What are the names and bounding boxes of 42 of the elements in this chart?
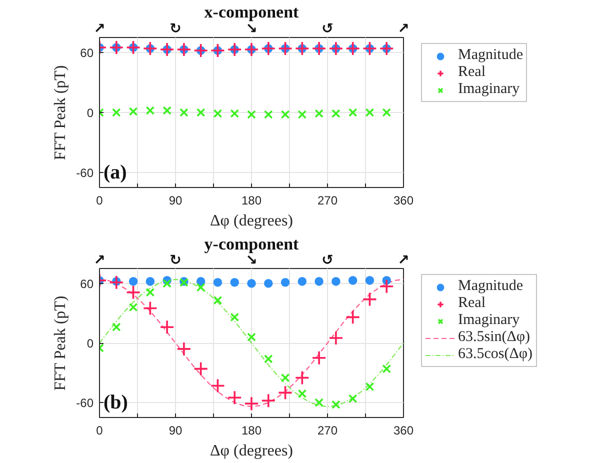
legend-label: Magnitude xyxy=(458,278,523,295)
text: ↗ xyxy=(94,21,106,37)
text: ↗ xyxy=(398,21,410,37)
legend-label: 63.5cos(Δφ) xyxy=(458,346,533,363)
annotation: (b) xyxy=(104,392,128,414)
x-axis-title: Δφ (degrees) xyxy=(210,442,294,460)
x-tick-label: 270 xyxy=(317,194,338,208)
text: ↗ xyxy=(398,252,410,268)
x-tick-label: 180 xyxy=(241,424,262,438)
x-tick-label: 0 xyxy=(96,424,104,438)
y-axis-title: FFT Peak (pT) xyxy=(52,296,70,391)
text: ↘ xyxy=(246,252,258,268)
x-axis-title: Δφ (degrees) xyxy=(210,212,294,230)
legend-label: Imaginary xyxy=(458,312,520,329)
text: ↺ xyxy=(322,252,334,268)
x-tick-label: 0 xyxy=(96,194,104,208)
y-tick-label: -60 xyxy=(76,396,94,410)
x-tick-label: 90 xyxy=(168,424,182,438)
x-tick-label: 270 xyxy=(317,424,338,438)
y-tick-label: 60 xyxy=(80,46,94,60)
legend-label: Imaginary xyxy=(458,81,520,98)
annotation: (a) xyxy=(104,162,127,184)
text: ↻ xyxy=(170,252,182,268)
y-tick-label: 0 xyxy=(86,106,94,120)
x-tick-label: 360 xyxy=(393,194,414,208)
x-tick-label: 180 xyxy=(241,194,262,208)
y-axis-title: FFT Peak (pT) xyxy=(52,65,70,160)
legend-label: Magnitude xyxy=(458,47,523,64)
chart-title: x-component xyxy=(204,2,300,22)
text: ↻ xyxy=(170,21,182,37)
y-tick-label: 0 xyxy=(86,336,94,350)
text: ↘ xyxy=(246,21,258,37)
x-tick-label: 360 xyxy=(393,424,414,438)
y-tick-label: 60 xyxy=(80,276,94,291)
x-tick-label: 90 xyxy=(168,194,182,208)
y-tick-label: -60 xyxy=(76,166,94,180)
text: ↺ xyxy=(322,21,334,37)
legend-label: Real xyxy=(458,295,486,312)
text: ↗ xyxy=(94,252,106,268)
legend-label: Real xyxy=(458,64,486,81)
chart-title: y-component xyxy=(204,234,300,254)
legend-label: 63.5sin(Δφ) xyxy=(458,329,530,346)
